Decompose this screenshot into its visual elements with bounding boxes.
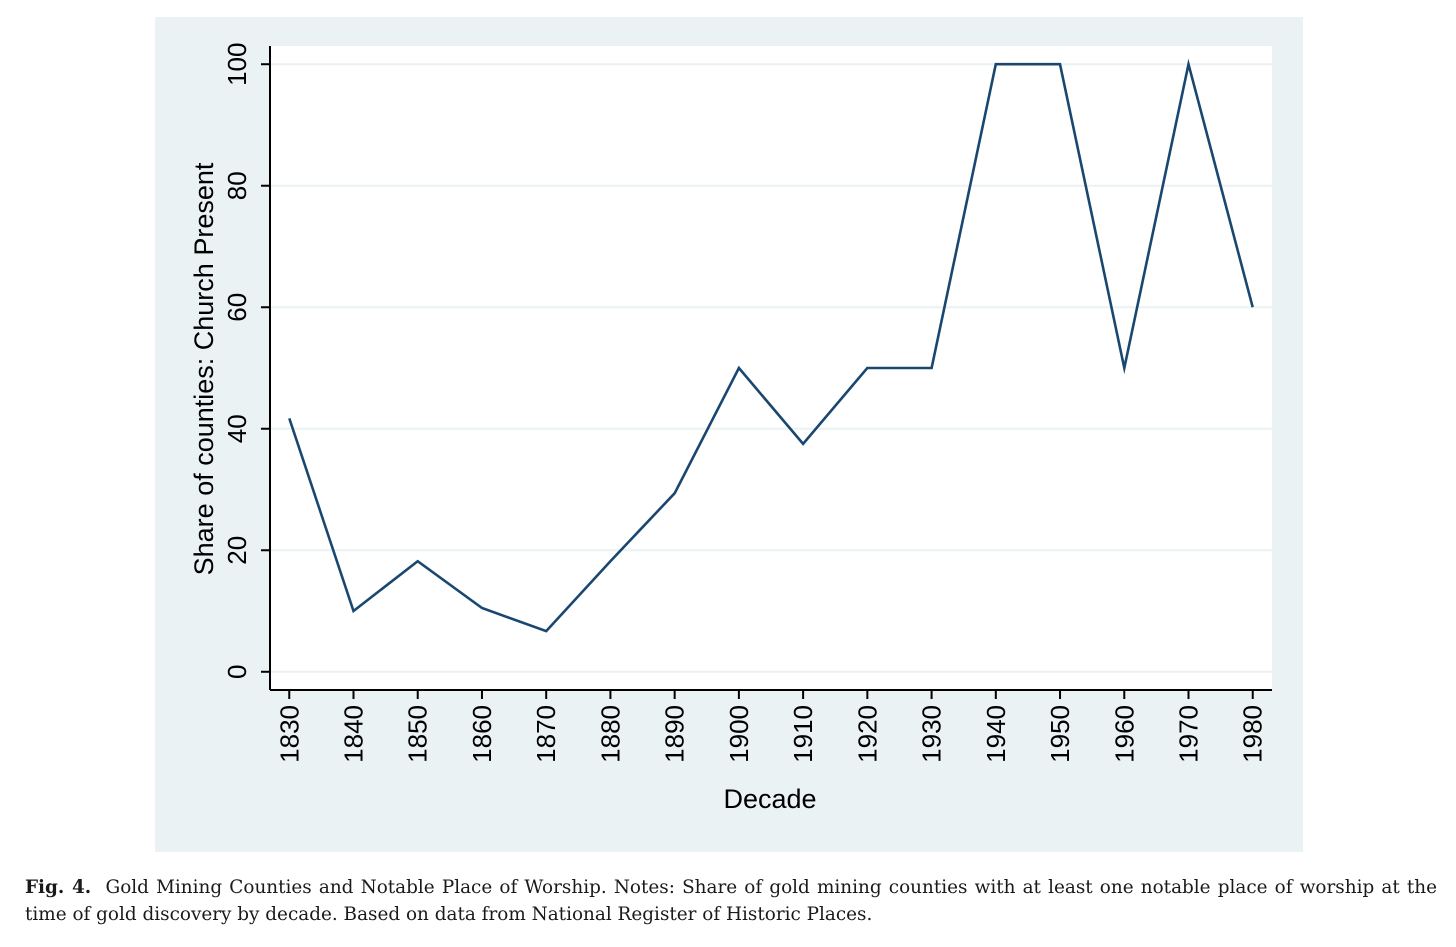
gridlines	[270, 63, 1272, 673]
x-tick-label-1870: 1870	[531, 705, 561, 763]
plot-area	[270, 46, 1272, 690]
y-tick-label-80: 80	[222, 171, 252, 200]
x-tick-label-1880: 1880	[595, 705, 625, 763]
x-tick-label-1940: 1940	[981, 705, 1011, 763]
y-tick-label-20: 20	[222, 536, 252, 565]
y-tick-label-0: 0	[222, 665, 252, 679]
series-line-0	[288, 58, 1254, 633]
y-tick-label-60: 60	[222, 293, 252, 322]
x-tick-label-1950: 1950	[1045, 705, 1075, 763]
x-tick-label-1840: 1840	[339, 705, 369, 763]
x-tick-label-1970: 1970	[1174, 705, 1204, 763]
figure-caption: Fig. 4. Gold Mining Counties and Notable…	[25, 874, 1437, 928]
y-tick-label-40: 40	[222, 414, 252, 443]
x-axis-title: Decade	[723, 784, 816, 814]
y-tick-label-100: 100	[222, 43, 252, 86]
x-tick-label-1830: 1830	[274, 705, 304, 763]
x-tick-label-1900: 1900	[724, 705, 754, 763]
caption-label: Fig. 4.	[25, 877, 92, 898]
y-axis-title: Share of counties: Church Present	[189, 162, 219, 575]
x-tick-label-1850: 1850	[403, 705, 433, 763]
x-tick-label-1980: 1980	[1238, 705, 1268, 763]
x-tick-label-1960: 1960	[1109, 705, 1139, 763]
x-tick-label-1890: 1890	[660, 705, 690, 763]
x-tick-label-1860: 1860	[467, 705, 497, 763]
tick-labels: 0 20 40 60 80 100 1830 1840 1850 1860 1870 1880 1890…	[222, 43, 1268, 763]
x-tick-label-1920: 1920	[852, 705, 882, 763]
figure: 0 20 40 60 80 100 1830 1840 1850 1860 1870 1880 1890…	[155, 17, 1303, 852]
x-tick-label-1910: 1910	[788, 705, 818, 763]
x-tick-label-1930: 1930	[917, 705, 947, 763]
axes	[261, 46, 1272, 699]
series-layer	[288, 58, 1254, 633]
caption-text: Gold Mining Counties and Notable Place o…	[25, 877, 1438, 925]
line-chart: 0 20 40 60 80 100 1830 1840 1850 1860 1870 1880 1890…	[155, 17, 1303, 852]
